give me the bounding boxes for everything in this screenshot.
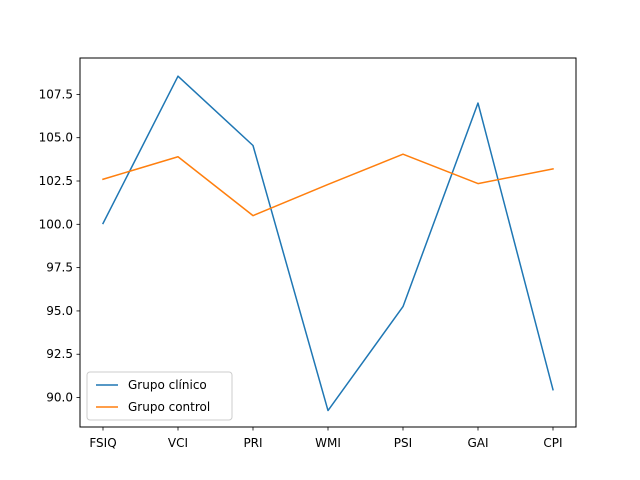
y-tick-label: 95.0	[46, 304, 73, 318]
x-axis: FSIQ VCI PRI WMI PSI GAI CPI	[89, 427, 563, 450]
legend: Grupo clínico Grupo control	[86, 371, 233, 421]
plot-lines	[101, 75, 554, 412]
y-tick-label: 102.5	[39, 174, 73, 188]
series-line-1	[102, 153, 554, 217]
y-tick-label: 90.0	[46, 391, 73, 405]
x-tick-label: PSI	[394, 436, 412, 450]
y-axis: 90.0 92.5 95.0 97.5 100.0 102.5 105.0 107.5	[39, 87, 80, 405]
x-tick-label: WMI	[315, 436, 341, 450]
legend-label-0: Grupo clínico	[128, 378, 207, 392]
x-tick-label: GAI	[467, 436, 488, 450]
y-tick-label: 92.5	[46, 347, 73, 361]
series-line-0	[101, 75, 554, 412]
x-tick-label: FSIQ	[89, 436, 116, 450]
legend-box	[86, 371, 233, 421]
x-tick-label: PRI	[243, 436, 262, 450]
y-tick-label: 97.5	[46, 261, 73, 275]
x-tick-label: CPI	[543, 436, 562, 450]
y-tick-label: 105.0	[39, 131, 73, 145]
legend-label-1: Grupo control	[128, 400, 210, 414]
x-tick-label: VCI	[168, 436, 188, 450]
y-tick-label: 107.5	[39, 87, 73, 101]
y-tick-label: 100.0	[39, 217, 73, 231]
